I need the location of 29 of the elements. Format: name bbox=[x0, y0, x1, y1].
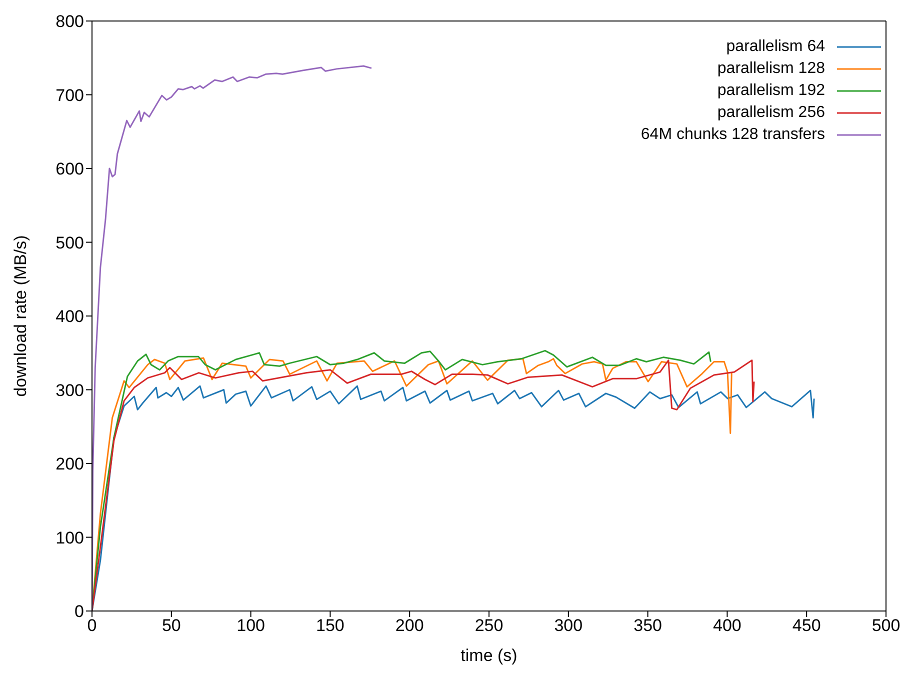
y-tick-label: 200 bbox=[56, 454, 84, 474]
x-tick-label: 50 bbox=[162, 616, 181, 636]
x-tick-label: 500 bbox=[872, 616, 900, 636]
y-tick-label: 300 bbox=[56, 380, 84, 400]
y-tick-label: 600 bbox=[56, 160, 84, 179]
y-tick-label: 100 bbox=[56, 528, 84, 548]
x-tick-label: 250 bbox=[474, 616, 504, 636]
y-axis-title: download rate (MB/s) bbox=[11, 235, 30, 397]
legend-label: parallelism 128 bbox=[717, 60, 825, 78]
y-tick-label: 400 bbox=[56, 307, 84, 326]
x-tick-label: 200 bbox=[395, 616, 424, 636]
legend-label: parallelism 64 bbox=[726, 38, 825, 56]
legend-label: 64M chunks 128 transfers bbox=[640, 126, 825, 144]
x-tick-label: 300 bbox=[554, 616, 583, 636]
x-tick-label: 100 bbox=[236, 616, 265, 636]
y-tick-label: 500 bbox=[56, 233, 84, 252]
x-tick-label: 450 bbox=[792, 616, 821, 636]
y-tick-label: 800 bbox=[56, 12, 84, 32]
legend-label: parallelism 256 bbox=[717, 104, 825, 122]
x-tick-label: 0 bbox=[87, 616, 97, 636]
x-tick-label: 350 bbox=[634, 616, 662, 636]
line-series bbox=[92, 385, 815, 611]
x-tick-label: 150 bbox=[316, 616, 344, 636]
legend-label: parallelism 192 bbox=[717, 82, 825, 100]
line-series bbox=[92, 65, 372, 611]
x-axis-title: time (s) bbox=[460, 646, 518, 665]
y-tick-label: 700 bbox=[56, 86, 84, 105]
y-tick-label: 0 bbox=[74, 602, 84, 622]
x-tick-label: 400 bbox=[713, 616, 742, 636]
